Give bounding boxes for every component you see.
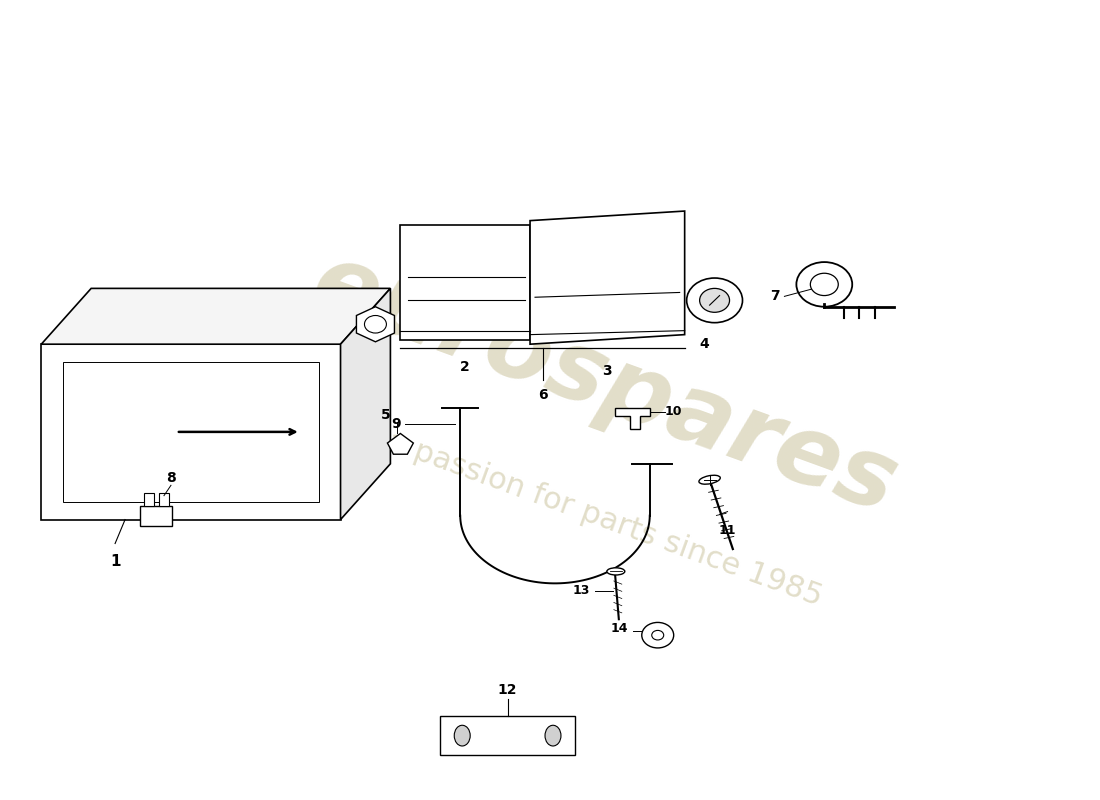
Ellipse shape: [454, 726, 470, 746]
Text: 7: 7: [770, 290, 780, 303]
Ellipse shape: [698, 475, 720, 484]
Text: 6: 6: [538, 388, 548, 402]
Text: 2: 2: [460, 360, 470, 374]
Circle shape: [686, 278, 742, 322]
Bar: [144, 494, 154, 506]
Text: 5: 5: [381, 408, 390, 422]
Text: 3: 3: [603, 364, 613, 378]
Polygon shape: [356, 306, 395, 342]
Text: 13: 13: [572, 584, 590, 597]
Text: 14: 14: [610, 622, 628, 635]
Text: 9: 9: [390, 417, 400, 431]
Polygon shape: [387, 434, 414, 454]
Circle shape: [811, 274, 838, 295]
Polygon shape: [615, 408, 650, 430]
Ellipse shape: [607, 568, 625, 575]
Text: 12: 12: [498, 682, 517, 697]
Text: a passion for parts since 1985: a passion for parts since 1985: [383, 427, 826, 612]
Circle shape: [796, 262, 852, 306]
Polygon shape: [42, 344, 341, 519]
Polygon shape: [440, 717, 575, 754]
Text: 8: 8: [166, 471, 176, 486]
Polygon shape: [400, 225, 530, 340]
Polygon shape: [42, 288, 390, 344]
Circle shape: [641, 622, 673, 648]
Polygon shape: [530, 211, 684, 344]
Polygon shape: [341, 288, 390, 519]
Text: 10: 10: [664, 406, 682, 418]
Circle shape: [651, 630, 663, 640]
Bar: [160, 494, 169, 506]
Text: 11: 11: [718, 523, 736, 537]
Circle shape: [700, 288, 729, 312]
Text: eurospares: eurospares: [300, 235, 910, 533]
Bar: [140, 506, 172, 526]
Ellipse shape: [544, 726, 561, 746]
Text: 1: 1: [110, 554, 120, 569]
Text: 4: 4: [700, 337, 710, 351]
